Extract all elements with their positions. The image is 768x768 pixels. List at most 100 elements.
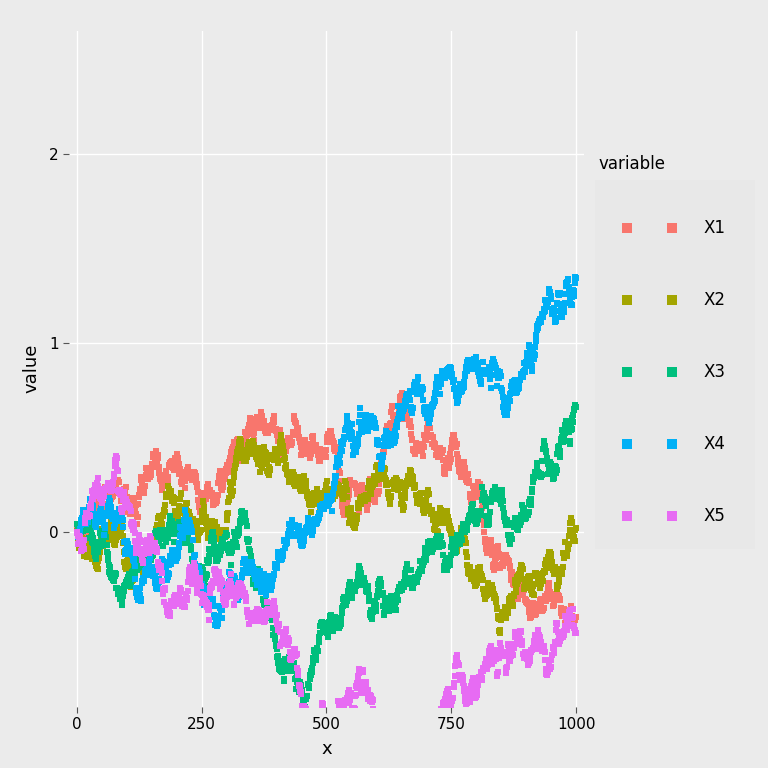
X1 bbox=[305, 448, 317, 460]
X2 bbox=[371, 458, 383, 471]
X3 bbox=[425, 539, 437, 551]
X5 bbox=[308, 720, 320, 733]
X3 bbox=[534, 468, 546, 481]
X1 bbox=[425, 438, 438, 450]
X4 bbox=[538, 306, 550, 318]
X1 bbox=[546, 588, 558, 600]
X2 bbox=[397, 498, 409, 511]
X4 bbox=[399, 396, 412, 409]
X1 bbox=[295, 449, 307, 461]
X2 bbox=[521, 582, 533, 594]
X4 bbox=[82, 503, 94, 515]
X1 bbox=[100, 483, 112, 495]
X4 bbox=[393, 411, 406, 423]
X1 bbox=[502, 554, 515, 567]
X1 bbox=[141, 463, 153, 475]
X3 bbox=[546, 465, 558, 478]
X2 bbox=[386, 478, 398, 490]
X4 bbox=[116, 511, 128, 524]
X2 bbox=[184, 510, 196, 522]
X2 bbox=[555, 564, 568, 577]
X5 bbox=[219, 599, 231, 611]
X1 bbox=[480, 543, 492, 555]
X4 bbox=[293, 525, 305, 537]
X4 bbox=[213, 609, 225, 621]
X4 bbox=[410, 380, 422, 392]
X3 bbox=[114, 588, 126, 601]
X3 bbox=[348, 583, 360, 595]
X5 bbox=[89, 482, 101, 494]
X1 bbox=[181, 464, 194, 476]
X3 bbox=[564, 435, 576, 447]
X1 bbox=[294, 436, 306, 449]
X2 bbox=[493, 625, 505, 637]
X5 bbox=[326, 716, 338, 728]
X2 bbox=[494, 624, 506, 636]
X2 bbox=[91, 563, 104, 575]
X2 bbox=[303, 492, 315, 504]
X2 bbox=[234, 433, 247, 445]
X4 bbox=[395, 410, 407, 422]
X2 bbox=[79, 535, 91, 548]
X3 bbox=[144, 554, 157, 566]
X1 bbox=[230, 442, 242, 454]
X5 bbox=[463, 692, 475, 704]
X1 bbox=[256, 413, 268, 425]
X1 bbox=[120, 481, 132, 493]
X1 bbox=[106, 488, 118, 501]
X1 bbox=[493, 548, 505, 561]
X1 bbox=[166, 455, 178, 468]
X3 bbox=[82, 517, 94, 529]
X3 bbox=[145, 549, 157, 561]
X4 bbox=[463, 361, 475, 373]
X4 bbox=[221, 586, 233, 598]
X1 bbox=[358, 493, 370, 505]
X2 bbox=[98, 528, 111, 541]
X4 bbox=[302, 515, 314, 528]
X5 bbox=[543, 656, 555, 668]
X5 bbox=[361, 687, 373, 700]
X3 bbox=[287, 663, 300, 675]
X2 bbox=[511, 574, 524, 587]
X4 bbox=[394, 408, 406, 420]
X5 bbox=[483, 644, 495, 657]
X4 bbox=[250, 565, 262, 578]
X1 bbox=[315, 445, 327, 457]
X5 bbox=[318, 713, 330, 725]
X2 bbox=[265, 452, 277, 465]
X5 bbox=[276, 636, 288, 648]
X5 bbox=[180, 589, 192, 601]
X5 bbox=[108, 460, 121, 472]
X5 bbox=[353, 670, 365, 682]
X2 bbox=[362, 479, 375, 492]
X2 bbox=[364, 483, 376, 495]
X1 bbox=[569, 614, 581, 626]
X5 bbox=[84, 502, 97, 515]
X4 bbox=[266, 574, 279, 586]
X1 bbox=[83, 511, 95, 524]
X2 bbox=[526, 588, 538, 600]
X5 bbox=[128, 527, 141, 539]
X1 bbox=[508, 578, 520, 591]
X4 bbox=[421, 408, 433, 420]
X5 bbox=[501, 650, 513, 662]
X3 bbox=[482, 519, 494, 531]
X2 bbox=[341, 491, 353, 503]
X3 bbox=[512, 519, 525, 531]
X5 bbox=[260, 604, 273, 617]
X3 bbox=[237, 508, 250, 520]
X4 bbox=[349, 442, 362, 455]
X4 bbox=[160, 564, 172, 576]
X3 bbox=[121, 575, 133, 588]
X1 bbox=[432, 450, 444, 462]
X3 bbox=[515, 516, 527, 528]
X3 bbox=[530, 469, 542, 482]
X3 bbox=[336, 601, 348, 614]
X4 bbox=[293, 521, 306, 534]
X2 bbox=[288, 478, 300, 490]
X4 bbox=[265, 584, 277, 596]
X1 bbox=[547, 600, 559, 612]
X4 bbox=[257, 574, 269, 586]
X2 bbox=[415, 495, 428, 507]
X2 bbox=[104, 520, 116, 532]
